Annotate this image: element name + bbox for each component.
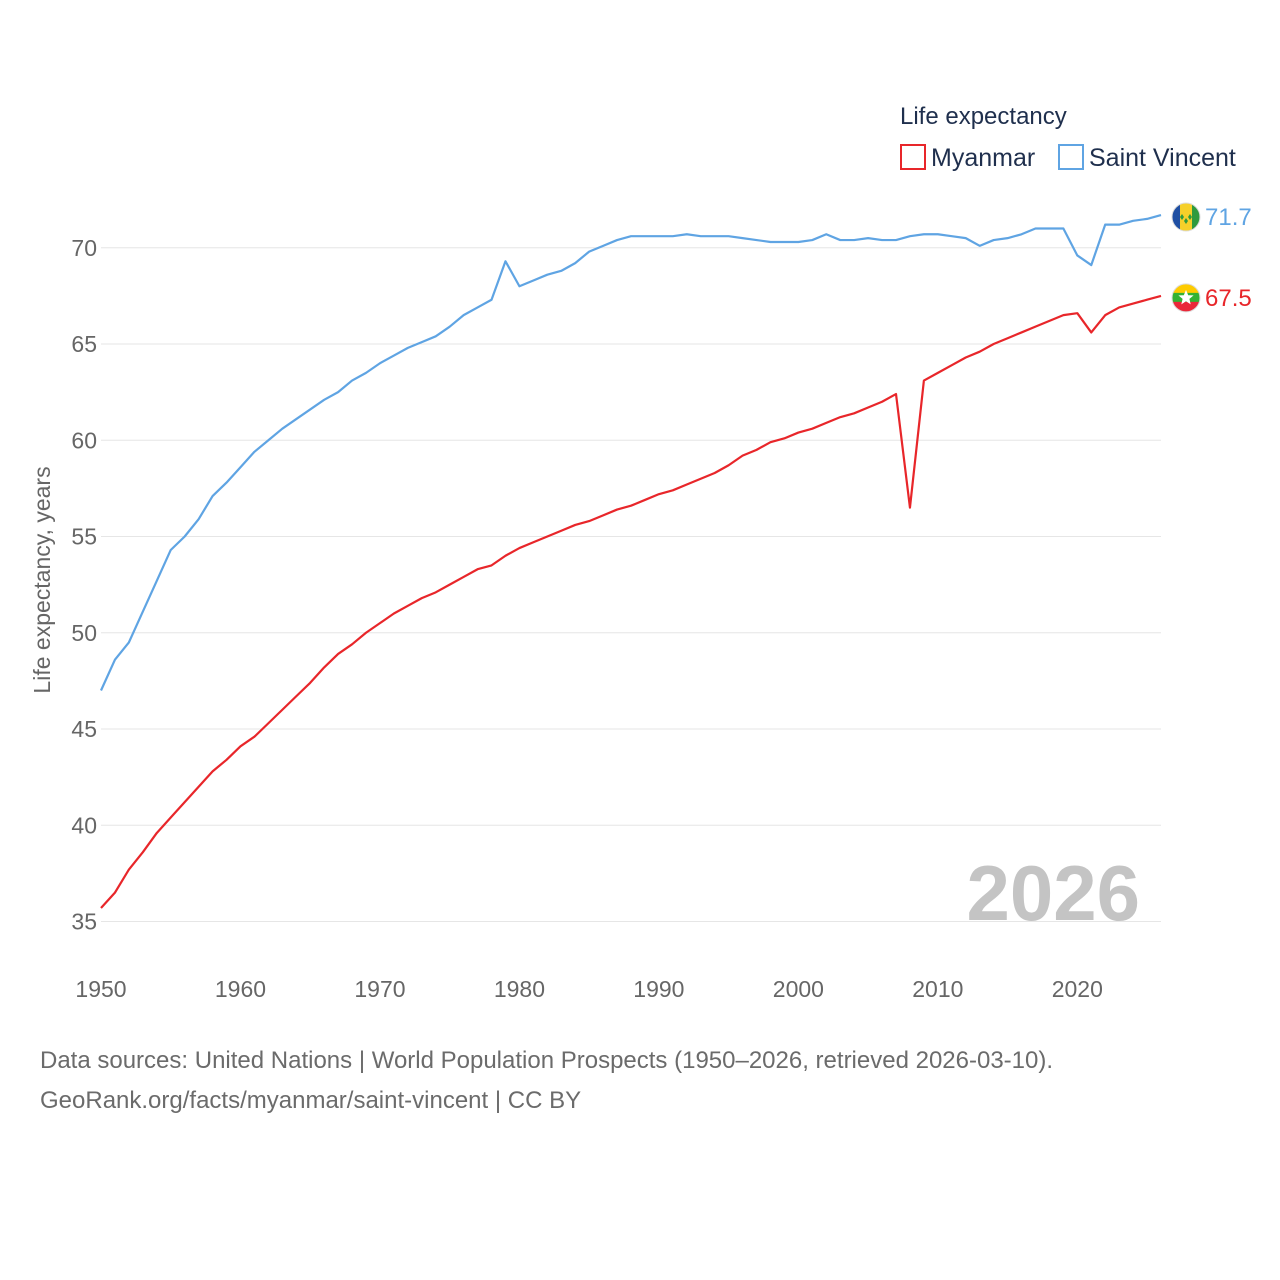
x-tick-1980: 1980 <box>494 976 545 1002</box>
x-axis: 1950 1960 1970 1980 1990 2000 2010 2020 <box>75 976 1102 1002</box>
y-tick-45: 45 <box>71 716 97 742</box>
x-tick-1960: 1960 <box>215 976 266 1002</box>
myanmar-end-value: 67.5 <box>1205 285 1252 312</box>
grid <box>101 247 1161 922</box>
saint-vincent-flag-icon <box>1171 202 1201 232</box>
y-tick-60: 60 <box>71 427 97 453</box>
series-line-myanmar[interactable] <box>100 294 1162 909</box>
legend-swatch-saint-vincent <box>1058 144 1084 170</box>
series-line-saint-vincent[interactable] <box>99 213 1162 691</box>
x-tick-2010: 2010 <box>912 976 963 1002</box>
legend-item-myanmar[interactable]: Myanmar <box>900 144 1035 172</box>
x-tick-1950: 1950 <box>75 976 126 1002</box>
y-tick-55: 55 <box>71 524 97 550</box>
legend-title: Life expectancy <box>900 103 1067 130</box>
x-tick-1990: 1990 <box>633 976 684 1002</box>
y-axis: 35 40 45 50 55 60 65 70 <box>71 235 97 935</box>
myanmar-flag-icon <box>1171 283 1201 313</box>
year-watermark: 2026 <box>966 849 1140 937</box>
legend-item-saint-vincent[interactable]: Saint Vincent <box>1058 144 1236 172</box>
y-tick-35: 35 <box>71 909 97 935</box>
series-lines <box>99 213 1162 909</box>
y-tick-65: 65 <box>71 331 97 357</box>
legend[interactable]: Life expectancy Myanmar Saint Vincent <box>900 103 1236 172</box>
legend-label-myanmar: Myanmar <box>931 144 1035 172</box>
legend-label-saint-vincent: Saint Vincent <box>1089 144 1236 172</box>
y-tick-50: 50 <box>71 620 97 646</box>
x-tick-2000: 2000 <box>773 976 824 1002</box>
legend-swatch-myanmar <box>900 144 926 170</box>
x-tick-1970: 1970 <box>354 976 405 1002</box>
saint-vincent-end-value: 71.7 <box>1205 204 1252 231</box>
y-tick-40: 40 <box>71 812 97 838</box>
x-tick-2020: 2020 <box>1052 976 1103 1002</box>
y-axis-title: Life expectancy, years <box>29 466 55 693</box>
source-line-1: Data sources: United Nations | World Pop… <box>40 1047 1053 1074</box>
source-line-2[interactable]: GeoRank.org/facts/myanmar/saint-vincent … <box>40 1087 581 1114</box>
y-tick-70: 70 <box>71 235 97 261</box>
